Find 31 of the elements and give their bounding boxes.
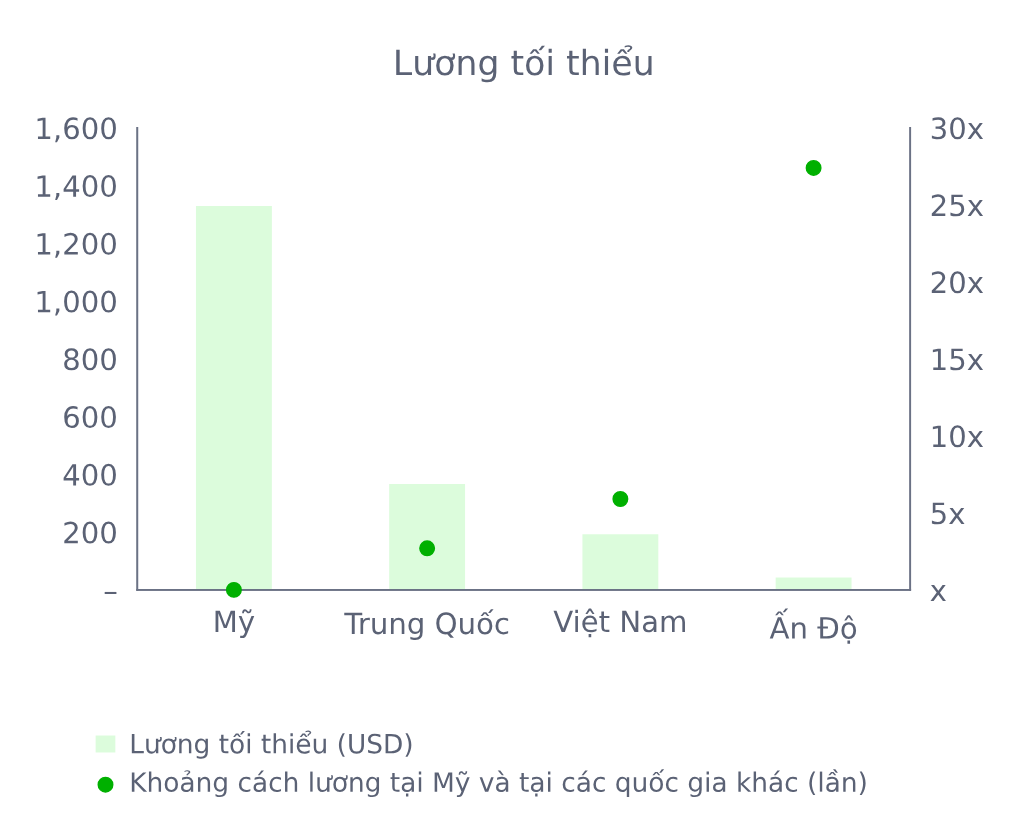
y2-tick-label: 30x [931,117,984,140]
point [419,540,436,557]
x-tick-label: Trung Quốc [344,609,509,641]
y-tick-label: 800 [64,348,116,371]
y2-tick-label: 20x [931,271,984,294]
x-tick-label: Ấn Độ [769,608,857,644]
y-tick-label: 600 [64,406,116,429]
y-tick-label: 1,600 [37,117,116,143]
y-tick-label: 1,000 [37,290,116,316]
legend-label: Lương tối thiểu (USD) [131,730,412,759]
legend-label: Khoảng cách lương tại Mỹ và tại các quốc gia khác (lần) [131,769,866,798]
y-tick-label: – [104,591,117,594]
x-tick-label: Mỹ [215,609,255,639]
y-tick-label: 1,200 [37,232,116,258]
y2-tick-label: x [930,585,946,601]
point [225,581,242,598]
y-tick-label: 200 [64,521,116,544]
y2-tick-label: 15x [932,348,984,371]
y2-tick-label: 10x [932,425,984,448]
y2-tick-label: 25x [931,194,984,217]
x-tick-label: Việt Nam [553,608,685,638]
bar [194,204,274,590]
chart-title: Lương tối thiểu [396,45,652,83]
bar [774,576,853,590]
y2-tick-label: 5x [931,502,965,525]
bar [387,482,467,590]
point [805,159,822,176]
y-tick-label: 400 [63,463,116,486]
point [612,491,629,507]
bar [581,532,660,590]
y-tick-label: 1,400 [37,175,116,201]
